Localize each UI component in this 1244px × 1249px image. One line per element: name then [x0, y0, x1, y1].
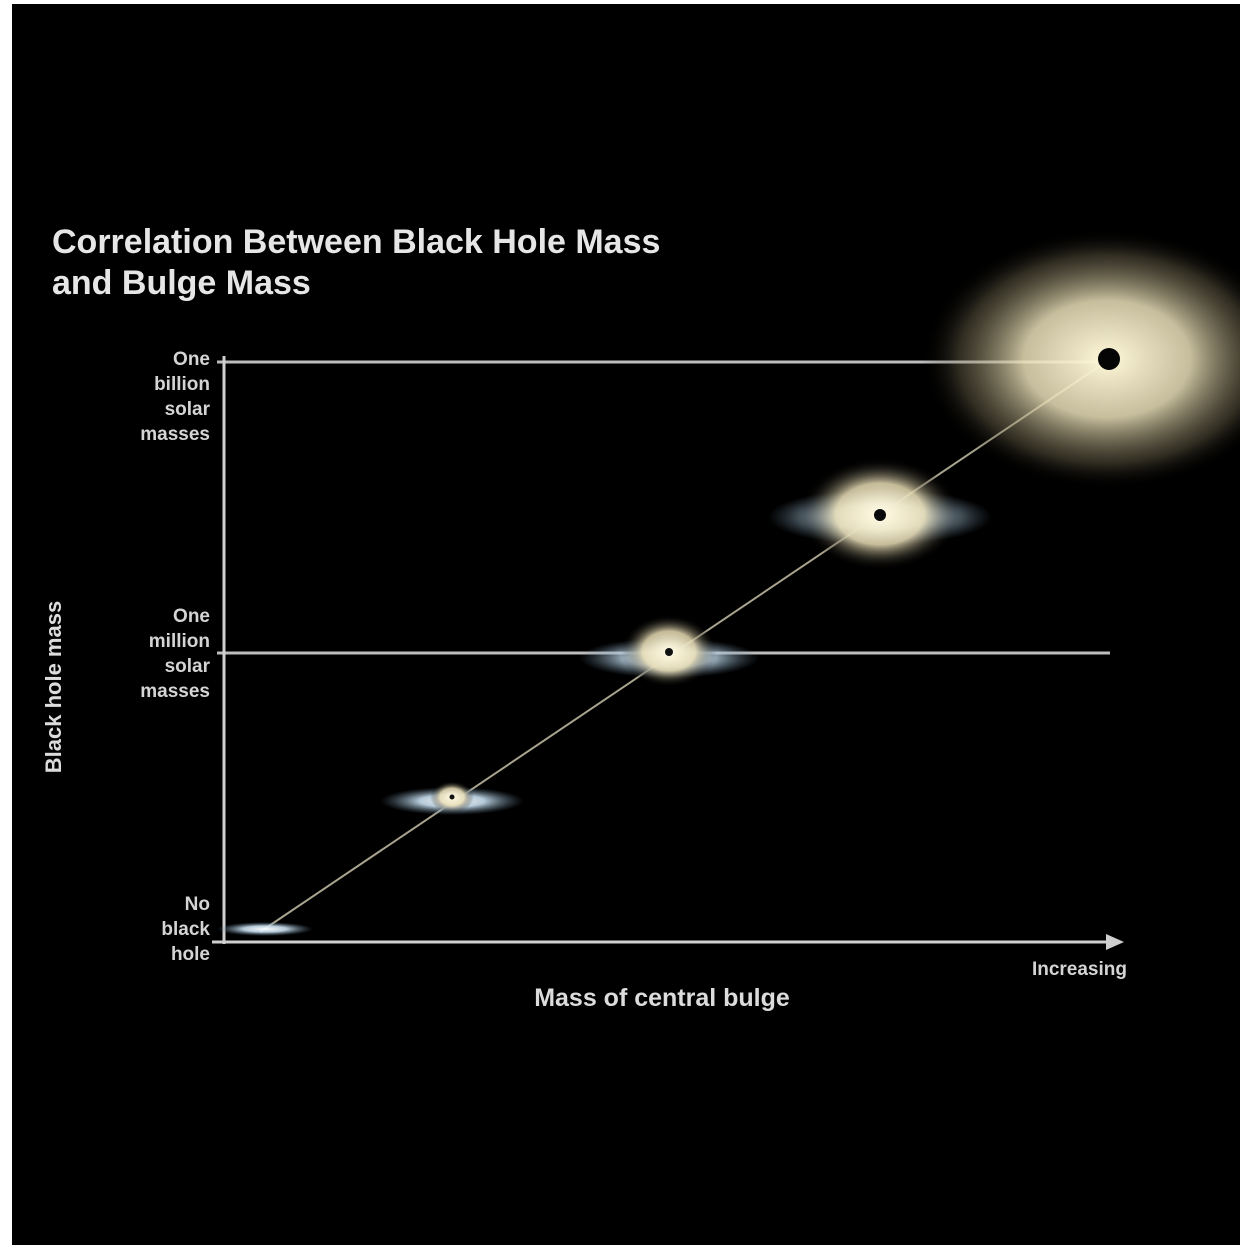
diagram-canvas: Correlation Between Black Hole Mass and … — [12, 4, 1240, 1245]
diagram-title: Correlation Between Black Hole Mass and … — [52, 222, 812, 304]
y-label-billion: One billion solar masses — [140, 349, 210, 445]
y-axis-title: Black hole mass — [41, 600, 66, 774]
y-label-million: One million solar masses — [140, 606, 210, 702]
galaxy-no-black-hole — [217, 922, 313, 936]
galaxy-small-bulge — [380, 781, 524, 815]
title-line-2: and Bulge Mass — [52, 264, 311, 302]
title-line-1: Correlation Between Black Hole Mass — [52, 223, 661, 261]
x-axis-arrowhead — [1106, 934, 1124, 950]
galaxy-large-bulge — [768, 458, 992, 570]
x-axis-end-label: Increasing — [1031, 959, 1127, 980]
galaxy-giant-elliptical — [922, 229, 1240, 489]
y-label-no-black-hole: No black hole — [161, 894, 210, 965]
diagram-plot — [212, 229, 1240, 950]
galaxy-medium-bulge — [579, 615, 759, 687]
x-axis-title: Mass of central bulge — [534, 984, 790, 1012]
